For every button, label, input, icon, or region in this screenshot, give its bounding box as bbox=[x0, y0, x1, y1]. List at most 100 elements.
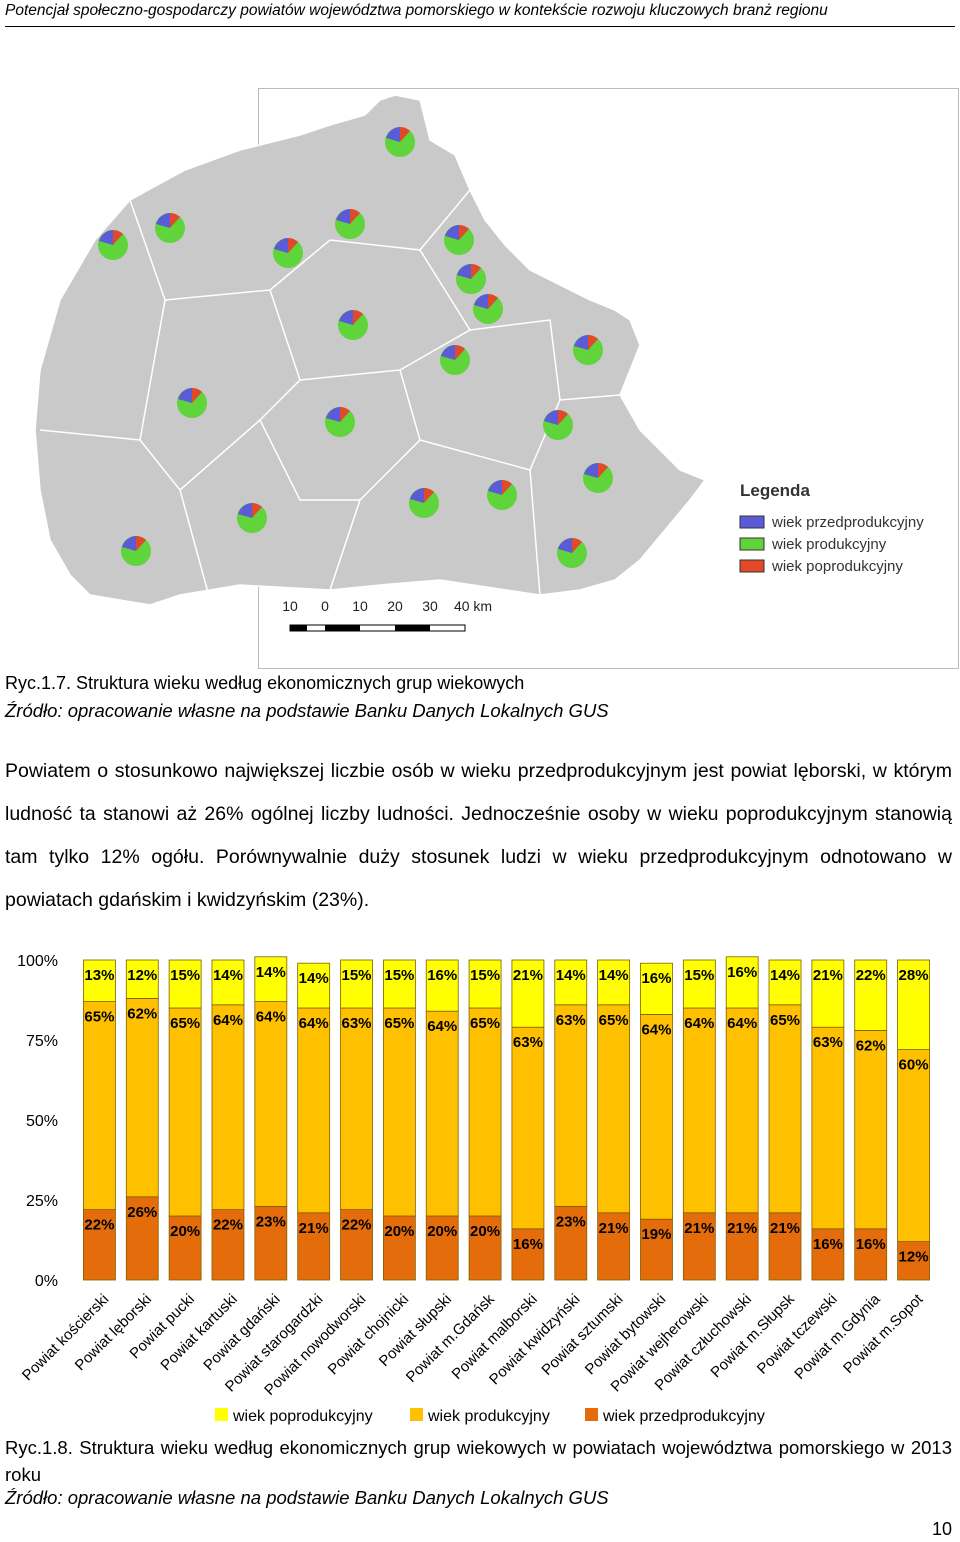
data-label: 21% bbox=[684, 1220, 714, 1237]
data-label: 16% bbox=[727, 964, 757, 981]
data-label: 16% bbox=[813, 1236, 843, 1253]
data-label: 23% bbox=[556, 1213, 586, 1230]
scale-label: 10 bbox=[282, 598, 298, 614]
map-legend-swatch bbox=[739, 559, 765, 573]
bar-segment bbox=[83, 959, 116, 1002]
bar-segment bbox=[554, 959, 588, 1006]
x-tick-label: Powiat m.Sopot bbox=[840, 1290, 927, 1377]
data-label: 16% bbox=[513, 1236, 543, 1253]
data-label: 21% bbox=[770, 1220, 800, 1237]
data-label: 21% bbox=[299, 1220, 329, 1237]
data-label: 14% bbox=[770, 967, 800, 984]
data-label: 21% bbox=[727, 1220, 757, 1237]
bar-segment bbox=[125, 998, 159, 1198]
bar-segment bbox=[425, 1215, 459, 1281]
bar-segment bbox=[211, 1209, 245, 1281]
y-tick-label: 75% bbox=[26, 1033, 58, 1050]
scale-label: 10 bbox=[352, 598, 368, 614]
data-label: 65% bbox=[470, 1015, 500, 1032]
data-label: 65% bbox=[170, 1015, 200, 1032]
scale-label: 40 km bbox=[454, 598, 492, 614]
bar-segment bbox=[682, 1212, 716, 1281]
data-label: 16% bbox=[641, 970, 671, 987]
bar-segment bbox=[682, 1007, 716, 1214]
scale-label: 30 bbox=[422, 598, 438, 614]
bar-segment bbox=[125, 959, 159, 999]
data-label: 64% bbox=[684, 1015, 714, 1032]
legend-label: wiek poprodukcyjny bbox=[232, 1408, 373, 1425]
data-label: 21% bbox=[813, 967, 843, 984]
data-label: 22% bbox=[342, 1217, 372, 1234]
figure-source: Źródło: opracowanie własne na podstawie … bbox=[5, 700, 609, 721]
data-label: 14% bbox=[599, 967, 629, 984]
x-tick-label: Powiat gdański bbox=[200, 1291, 283, 1374]
data-label: 60% bbox=[899, 1057, 929, 1074]
bar-segment bbox=[83, 1001, 116, 1210]
data-label: 15% bbox=[470, 967, 500, 984]
map-legend-label: wiek produkcyjny bbox=[771, 536, 887, 553]
data-label: 20% bbox=[470, 1223, 500, 1240]
bar-segment bbox=[254, 956, 288, 1002]
bar-segment bbox=[254, 1205, 288, 1281]
data-label: 63% bbox=[813, 1034, 843, 1051]
scale-bar bbox=[289, 624, 466, 632]
data-label: 15% bbox=[170, 967, 200, 984]
bar-segment bbox=[382, 1215, 416, 1281]
map-pie-icons bbox=[98, 127, 613, 568]
data-label: 64% bbox=[256, 1009, 286, 1026]
bar-segment bbox=[511, 959, 545, 1028]
data-label: 23% bbox=[256, 1213, 286, 1230]
legend-swatch bbox=[410, 1408, 423, 1421]
bar-segment bbox=[425, 959, 459, 1012]
data-label: 65% bbox=[384, 1015, 414, 1032]
data-label: 12% bbox=[899, 1249, 929, 1266]
legend-label: wiek przedprodukcyjny bbox=[602, 1408, 765, 1425]
bar-segment bbox=[168, 1215, 202, 1281]
running-header: Potencjał społeczno-gospodarczy powiatów… bbox=[5, 2, 955, 27]
data-label: 65% bbox=[84, 1009, 114, 1026]
scale-label: 20 bbox=[387, 598, 403, 614]
legend-label: wiek produkcyjny bbox=[427, 1408, 550, 1425]
x-tick-label: Powiat lęborski bbox=[72, 1291, 155, 1374]
bar-segment bbox=[768, 959, 802, 1006]
data-label: 21% bbox=[599, 1220, 629, 1237]
bar-segment bbox=[468, 959, 502, 1009]
bar-segment bbox=[297, 1212, 331, 1281]
chart: 0%25%50%75%100%22%65%13%Powiat kościersk… bbox=[17, 953, 930, 1425]
data-label: 64% bbox=[299, 1015, 329, 1032]
data-label: 12% bbox=[127, 967, 157, 984]
bar-segment bbox=[254, 1001, 288, 1207]
data-label: 14% bbox=[256, 964, 286, 981]
map-legend-swatch bbox=[739, 515, 765, 529]
bar-segment bbox=[468, 1215, 502, 1281]
data-label: 26% bbox=[127, 1204, 157, 1221]
bar-segment bbox=[597, 1212, 631, 1281]
bar-segment bbox=[897, 959, 930, 1050]
page-number: 10 bbox=[931, 1519, 952, 1539]
data-label: 16% bbox=[427, 967, 457, 984]
bar-segment bbox=[211, 959, 245, 1006]
body-paragraph: Powiatem o stosunkowo największej liczbi… bbox=[5, 760, 952, 911]
bar-segment bbox=[211, 1004, 245, 1211]
bar-segment bbox=[725, 1007, 759, 1214]
data-label: 63% bbox=[556, 1012, 586, 1029]
bar-segment bbox=[382, 959, 416, 1009]
map-legend-title: Legenda bbox=[740, 481, 810, 500]
y-tick-label: 100% bbox=[17, 953, 58, 970]
bar-segment bbox=[640, 1218, 673, 1281]
data-label: 14% bbox=[299, 970, 329, 987]
map-region bbox=[34, 94, 707, 606]
map: Legenda wiek przedprodukcyjny wiek produ… bbox=[34, 88, 959, 669]
data-label: 15% bbox=[342, 967, 372, 984]
data-label: 19% bbox=[641, 1226, 671, 1243]
data-label: 22% bbox=[856, 967, 886, 984]
y-tick-label: 25% bbox=[26, 1193, 58, 1210]
bar-segment bbox=[340, 959, 373, 1009]
map-borders bbox=[39, 189, 621, 601]
data-label: 15% bbox=[684, 967, 714, 984]
data-label: 63% bbox=[513, 1034, 543, 1051]
bar-segment bbox=[297, 962, 331, 1009]
bar-segment bbox=[811, 1228, 845, 1281]
bar-segment bbox=[897, 1241, 930, 1281]
